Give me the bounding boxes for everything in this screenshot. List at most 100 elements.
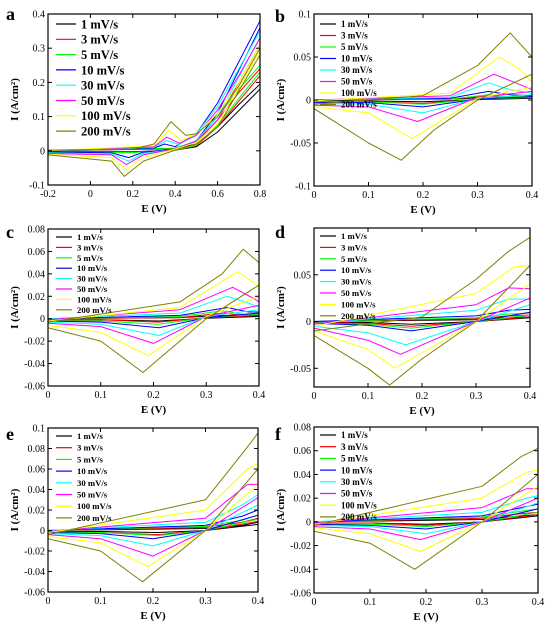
legend-label: 10 mV/s [81,63,125,77]
y-tick-label: 0.04 [28,269,46,280]
series-line-50-mV-s [48,37,260,165]
legend-label: 100 mV/s [81,109,131,123]
series-line-100-mV-s [314,264,530,369]
x-axis-title: E (V) [413,611,439,623]
legend-label: 100 mV/s [341,299,376,309]
legend-label: 1 mV/s [77,232,103,242]
y-tick-label: -0.05 [290,364,311,375]
x-tick-label: 0.2 [147,390,160,401]
y-tick-label: -0.04 [290,565,311,576]
legend-label: 10 mV/s [77,466,108,476]
y-tick-label: 0.05 [294,270,312,281]
x-tick-label: 0 [312,190,317,201]
legend: 1 mV/s3 mV/s5 mV/s10 mV/s30 mV/s50 mV/s1… [320,231,376,321]
x-tick-label: 0.2 [417,190,430,201]
legend-label: 3 mV/s [77,242,103,252]
series-line-5-mV-s [314,508,538,528]
series-line-200-mV-s [314,236,530,386]
legend-label: 200 mV/s [341,512,377,522]
x-tick-label: 0.3 [470,391,483,402]
y-tick-label: -0.02 [24,547,45,558]
x-tick-label: 0.1 [364,597,377,608]
x-tick-label: 0 [46,390,51,401]
y-tick-label: 0.04 [28,485,46,496]
legend-label: 50 mV/s [341,77,373,87]
y-tick-label: -0.1 [295,182,311,193]
x-tick-label: 0.4 [526,190,539,201]
legend-label: 30 mV/s [77,274,108,284]
series-line-100-mV-s [314,469,538,552]
series-line-50-mV-s [314,73,532,122]
x-tick-label: 0.1 [94,596,107,607]
series-line-5-mV-s [48,310,259,325]
series-line-200-mV-s [314,32,532,161]
y-axis-title: I (A/cm²) [275,488,287,531]
legend-label: 50 mV/s [81,94,125,108]
series-line-10-mV-s [48,307,259,329]
legend: 1 mV/s3 mV/s5 mV/s10 mV/s30 mV/s50 mV/s1… [56,17,131,138]
series-line-100-mV-s [48,271,259,357]
x-tick-label: 0 [312,597,317,608]
series-group [314,32,532,161]
y-tick-label: 0.04 [294,470,312,481]
series-line-100-mV-s [48,463,258,567]
legend-label: 1 mV/s [77,431,103,441]
y-tick-label: 0.02 [28,292,46,303]
x-tick-label: 0.4 [532,597,545,608]
y-axis-title: I (A/cm²) [275,286,287,329]
panel-label: d [275,222,285,242]
legend-label: 50 mV/s [77,490,108,500]
series-group [314,447,538,570]
legend-label: 200 mV/s [341,100,377,110]
x-axis-title: E (V) [410,204,436,216]
panel-e: e 0 0.1 0.2 0.3 0.4 -0.06 -0.04 -0.02 0 0.02 0.04 0.… [6,424,264,623]
x-tick-label: 0.3 [199,596,212,607]
legend-label: 5 mV/s [341,254,367,264]
panel-d: d 0 0.1 0.2 0.3 0.4 -0.05 0 0.05 E (V) I (A/cm²) 1 … [275,222,536,417]
series-group [48,432,258,583]
series-line-50-mV-s [48,286,259,344]
x-tick-label: 0.1 [362,190,375,201]
legend-label: 10 mV/s [341,54,373,64]
y-tick-label: 0.06 [28,465,46,476]
series-line-30-mV-s [314,495,538,535]
panel-c: c 0 0.1 0.2 0.3 0.4 -0.06 -0.04 -0.02 0 0.02 0.04 0.… [6,222,265,416]
legend-label: 10 mV/s [77,263,108,273]
x-tick-label: 0.4 [253,390,266,401]
series-line-30-mV-s [314,298,530,346]
y-tick-label: 0.02 [294,494,312,505]
legend-label: 200 mV/s [341,311,376,321]
y-tick-label: -0.06 [24,588,45,599]
x-tick-label: 0 [46,596,51,607]
series-line-1-mV-s [314,96,532,103]
y-tick-label: 0 [306,96,311,107]
legend-label: 30 mV/s [77,478,108,488]
x-tick-label: 0.3 [476,597,489,608]
series-line-30-mV-s [48,30,260,162]
series-line-10-mV-s [314,90,532,108]
x-tick-label: 0.2 [416,391,429,402]
series-line-30-mV-s [48,295,259,336]
y-tick-label: 0.06 [28,247,46,258]
series-line-100-mV-s [314,56,532,140]
legend-label: 100 mV/s [341,88,377,98]
x-tick-label: 0.4 [169,189,182,200]
x-tick-label: 0.6 [211,189,224,200]
y-tick-label: -0.04 [24,567,45,578]
y-tick-label: 0.3 [33,44,46,55]
legend-label: 3 mV/s [341,242,367,252]
legend-label: 5 mV/s [341,454,368,464]
series-line-10-mV-s [48,20,260,159]
series-line-200-mV-s [48,47,260,177]
panel-label: a [6,4,15,24]
legend-label: 30 mV/s [341,477,373,487]
y-tick-label: 0 [40,146,45,157]
y-tick-label: -0.04 [24,359,45,370]
x-tick-label: 0.1 [362,391,375,402]
legend-label: 30 mV/s [341,65,373,75]
series-line-3-mV-s [48,68,260,153]
panel-label: e [6,424,14,444]
y-tick-label: 0 [306,317,311,328]
y-axis-title: I (A/cm²) [275,78,287,121]
legend-label: 50 mV/s [77,284,108,294]
